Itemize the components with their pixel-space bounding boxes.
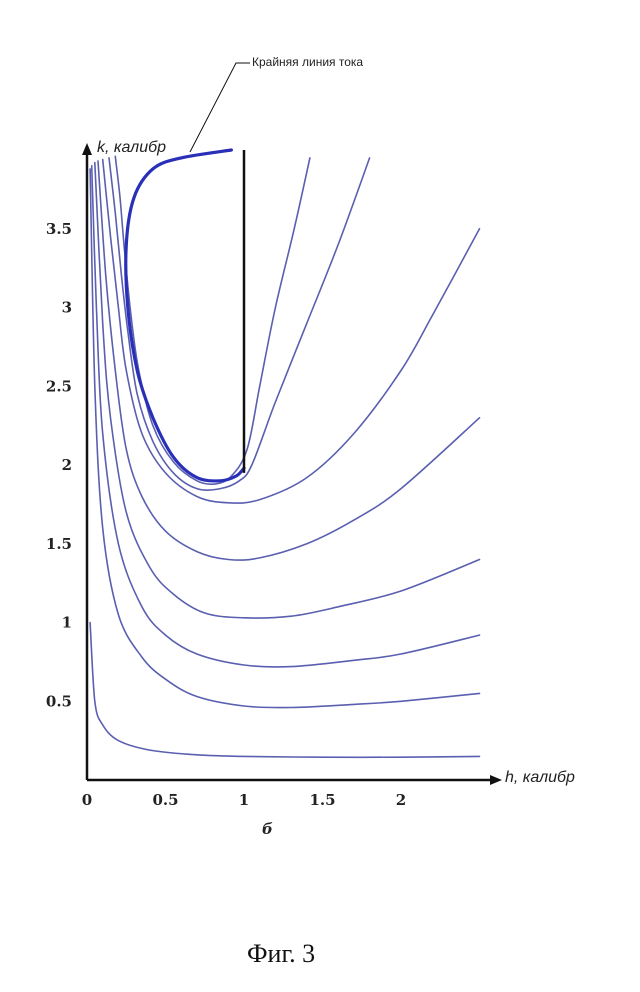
x-tick-label: 1 [239, 791, 249, 809]
y-axis-arrow [82, 143, 92, 155]
figure-caption: Фиг. 3 [247, 939, 315, 968]
y-axis-label: k, калибр [97, 139, 166, 156]
y-tick-labels: 0.5 1 1.5 2 2.5 3 3.5 [46, 220, 72, 711]
x-tick-label: 0 [82, 791, 92, 809]
x-axis-arrow [490, 775, 502, 785]
limit-streamline [124, 148, 246, 483]
x-tick-label: 1.5 [309, 791, 335, 809]
streamline-5 [97, 160, 481, 561]
y-tick-label: 3 [62, 299, 72, 317]
x-axis-label: h, калибр [505, 769, 575, 786]
streamline-7 [108, 157, 371, 491]
y-tick-label: 2.5 [46, 377, 72, 395]
y-tick-label: 1 [62, 614, 72, 632]
annotation-label: Крайняя линия тока [252, 55, 363, 69]
x-tick-label: 0.5 [152, 791, 178, 809]
streamline-4 [94, 161, 481, 619]
streamline-2 [89, 168, 481, 709]
y-tick-label: 0.5 [46, 692, 72, 710]
streamline-1 [89, 621, 481, 759]
sublabel: б [262, 820, 273, 838]
x-tick-labels: 0 0.5 1 1.5 2 [82, 791, 406, 809]
annotation-leader [189, 62, 250, 153]
y-tick-label: 3.5 [46, 220, 72, 238]
streamline-8 [114, 155, 311, 486]
y-tick-label: 1.5 [46, 535, 72, 553]
streamline-3 [90, 165, 481, 668]
y-tick-label: 2 [62, 456, 72, 474]
streamline-6 [101, 158, 481, 504]
streamlines [89, 155, 481, 759]
x-tick-label: 2 [396, 791, 406, 809]
